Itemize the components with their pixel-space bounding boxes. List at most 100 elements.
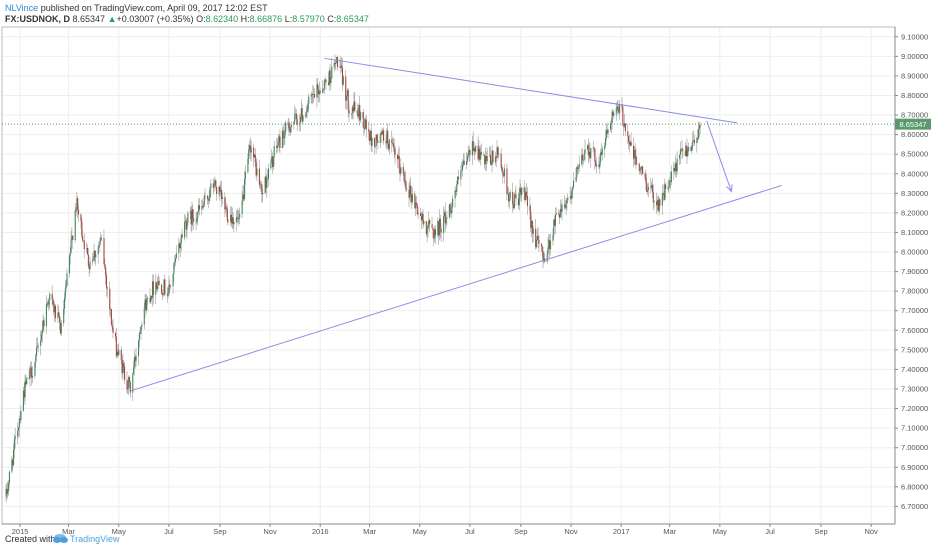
candle [554, 215, 556, 227]
candle [668, 180, 670, 193]
candle [221, 192, 223, 205]
candle [664, 178, 666, 201]
candle [477, 136, 479, 161]
candle [515, 185, 517, 206]
candle [145, 293, 147, 311]
candle [161, 283, 163, 295]
candle [238, 209, 240, 227]
candle [485, 151, 487, 172]
candle [588, 143, 590, 162]
candle [330, 76, 332, 91]
footer-brand-link[interactable]: TradingView [70, 534, 120, 544]
candle [646, 173, 648, 193]
candle [36, 337, 38, 361]
candle [549, 233, 552, 256]
candle [518, 187, 520, 211]
candle [381, 130, 383, 144]
x-tick-label: Nov [564, 527, 578, 536]
candle [379, 132, 381, 148]
candle [17, 426, 20, 439]
candle [156, 276, 159, 293]
forecast-arrow[interactable] [706, 120, 733, 193]
candle [43, 316, 45, 333]
candle [446, 210, 448, 226]
time-axis[interactable]: 2015 Mar May Jul Sep Nov 2016 Mar May Jul Sep Nov 20… [12, 524, 878, 536]
candle [158, 276, 160, 286]
candle [444, 202, 446, 233]
candle [581, 148, 583, 166]
current-price-value: 8.65347 [899, 120, 926, 129]
candle [397, 153, 399, 168]
candle [360, 111, 362, 124]
grid [2, 27, 895, 524]
footer-created-with: Created with [5, 534, 56, 544]
candle [415, 196, 417, 216]
candle [311, 93, 313, 105]
candle [83, 233, 85, 259]
candle [513, 192, 515, 210]
symbol-label[interactable]: FX:USDNOK, D [5, 14, 71, 24]
candle [210, 179, 212, 197]
candle [594, 148, 596, 171]
candle [261, 182, 263, 203]
candle [14, 428, 16, 449]
candle [324, 76, 326, 86]
candle [185, 217, 187, 237]
candle [104, 258, 106, 270]
candle [212, 178, 214, 195]
candle [646, 184, 649, 196]
candle [393, 138, 395, 159]
candle [410, 176, 412, 204]
candle [186, 218, 188, 240]
y-tick-label: 7.40000 [901, 365, 928, 374]
candle [633, 146, 635, 165]
candle [600, 148, 602, 165]
candle [357, 108, 359, 119]
candle [605, 128, 607, 148]
candle [174, 254, 176, 270]
candle [387, 142, 390, 152]
candle [63, 300, 65, 327]
candle [68, 253, 71, 278]
candle [524, 186, 526, 205]
candle [578, 155, 580, 172]
candle [8, 470, 11, 487]
candle [111, 320, 113, 331]
candle [341, 58, 344, 91]
candle [95, 250, 97, 266]
trendline[interactable] [324, 57, 738, 124]
candle [387, 123, 389, 149]
candle [327, 72, 330, 86]
candle [13, 434, 15, 459]
price-axis[interactable]: 9.10000 9.00000 8.90000 8.80000 8.70000 8.600… [895, 32, 928, 511]
candle [564, 199, 566, 210]
candle [147, 296, 149, 305]
candle [526, 182, 528, 199]
author-link[interactable]: NLVince [5, 3, 38, 13]
candle [348, 101, 350, 123]
candle [512, 182, 514, 213]
candle [438, 220, 440, 245]
candle [398, 146, 400, 174]
candle [346, 88, 348, 97]
candle [94, 250, 96, 264]
y-tick-label: 6.80000 [901, 482, 928, 491]
candle [295, 109, 297, 126]
candle [549, 234, 551, 259]
y-tick-label: 7.00000 [901, 443, 928, 452]
candle [220, 181, 222, 196]
x-tick-label: Mar [363, 527, 376, 536]
candle [316, 78, 318, 108]
candle [243, 185, 245, 201]
candle [501, 164, 503, 172]
candle [117, 343, 119, 357]
candle [485, 147, 487, 171]
candle [670, 165, 672, 186]
candle [634, 142, 636, 166]
candle [334, 54, 336, 69]
candle [100, 232, 102, 245]
trendline[interactable] [130, 185, 782, 392]
candle [198, 198, 200, 216]
candle [30, 361, 32, 377]
candle [139, 326, 141, 335]
